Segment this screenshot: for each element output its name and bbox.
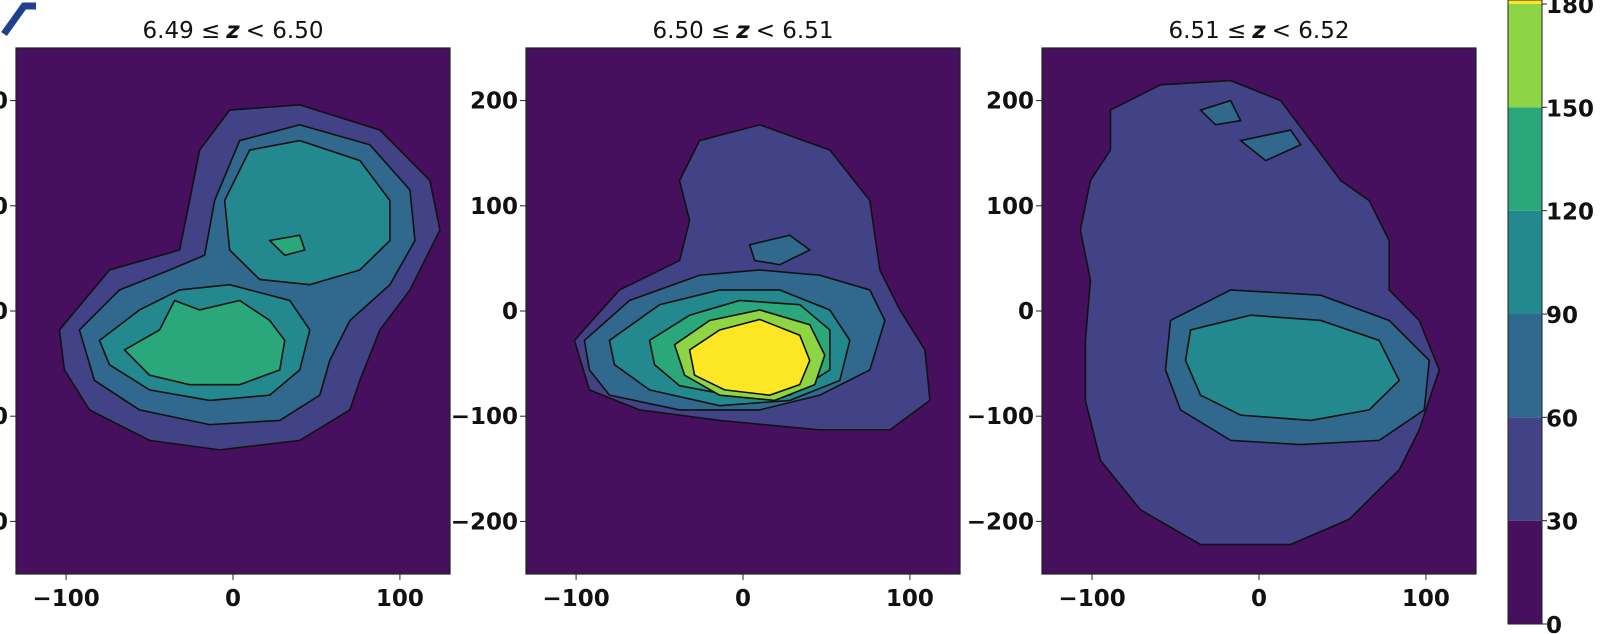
colorbar-bin	[1508, 4, 1542, 108]
y-tick-label: −200	[0, 509, 8, 535]
contour-region	[688, 318, 811, 396]
title-part: 6.51 ≤	[1169, 18, 1247, 44]
panel-title: 6.50 ≤ z < 6.51	[653, 18, 834, 44]
y-tick-label: −100	[967, 404, 1034, 430]
title-part: z	[1251, 18, 1266, 44]
y-tick-label: 0	[0, 299, 8, 325]
colorbar-label: 180	[1546, 0, 1594, 19]
colorbar-bin	[1508, 210, 1542, 314]
colorbar-label: 30	[1546, 510, 1578, 536]
title-part: 6.49 ≤	[143, 18, 221, 44]
x-tick-label: 0	[225, 586, 241, 612]
title-part: 6.50 ≤	[653, 18, 731, 44]
y-tick-label: −100	[451, 404, 518, 430]
y-tick-label: 0	[502, 299, 518, 325]
y-tick-label: 0	[1018, 299, 1034, 325]
title-part: z	[735, 18, 750, 44]
x-tick-label: −100	[542, 586, 609, 612]
x-tick-label: −100	[1058, 586, 1125, 612]
y-tick-label: 100	[986, 194, 1034, 220]
x-tick-label: 0	[735, 586, 751, 612]
colorbar-bin	[1508, 314, 1542, 418]
colorbar-bin	[1508, 520, 1542, 624]
y-tick-label: 200	[0, 89, 8, 115]
title-part: z	[225, 18, 240, 44]
y-tick-label: 200	[470, 89, 518, 115]
y-tick-label: 100	[470, 194, 518, 220]
contour-region	[1184, 314, 1401, 422]
y-tick-label: 100	[0, 194, 8, 220]
panel-title: 6.51 ≤ z < 6.52	[1169, 18, 1350, 44]
contour-region	[223, 139, 391, 286]
y-tick-label: 200	[986, 89, 1034, 115]
colorbar-label: 120	[1546, 200, 1594, 226]
colorbar-label: 60	[1546, 406, 1578, 432]
contour-region	[1238, 129, 1302, 162]
contour-region	[748, 234, 812, 266]
x-tick-label: 0	[1251, 586, 1267, 612]
colorbar-bin	[1508, 417, 1542, 521]
colorbar-frame	[1507, 0, 1543, 625]
contour-region	[123, 299, 286, 386]
y-tick-label: −200	[451, 509, 518, 535]
colorbar-bin	[1508, 0, 1542, 4]
panel-title: 6.49 ≤ z < 6.50	[143, 18, 324, 44]
y-tick-label: −100	[0, 404, 8, 430]
plot-area	[16, 48, 450, 574]
x-tick-label: −100	[32, 586, 99, 612]
contour-region	[1199, 99, 1242, 126]
x-tick-label: 100	[376, 586, 424, 612]
title-part: < 6.51	[756, 18, 834, 44]
x-tick-label: 100	[886, 586, 934, 612]
colorbar-bin	[1508, 107, 1542, 211]
x-tick-label: 100	[1402, 586, 1450, 612]
contour-region	[268, 234, 306, 257]
colorbar-label: 150	[1546, 96, 1594, 122]
title-part: < 6.52	[1272, 18, 1350, 44]
colorbar-label: 90	[1546, 303, 1578, 329]
y-tick-label: −200	[967, 509, 1034, 535]
logo-fragment	[1, 2, 36, 37]
colorbar-label: 0	[1546, 613, 1562, 634]
plot-area	[526, 48, 960, 574]
plot-area	[1042, 48, 1476, 574]
title-part: < 6.50	[246, 18, 324, 44]
